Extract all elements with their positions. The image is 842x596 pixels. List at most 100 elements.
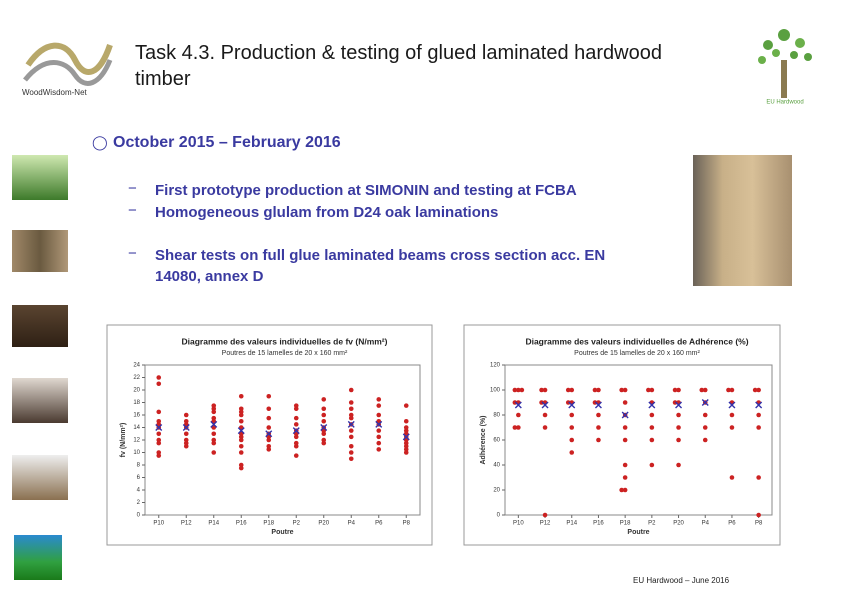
chart-subtitle: Poutres de 15 lamelles de 20 x 160 mm² bbox=[574, 350, 700, 357]
data-point bbox=[321, 440, 327, 446]
data-point bbox=[403, 418, 409, 424]
data-point bbox=[569, 450, 575, 455]
slide-title: Task 4.3. Production & testing of glued … bbox=[135, 42, 662, 90]
data-point bbox=[156, 409, 162, 415]
data-point bbox=[183, 412, 189, 418]
photo bbox=[12, 155, 68, 200]
logo-text: WoodWisdom-Net bbox=[22, 88, 88, 97]
footer: EU Hardwood – June 2016 bbox=[633, 576, 730, 585]
y-tick-label: 8 bbox=[137, 463, 141, 469]
data-point bbox=[702, 437, 708, 443]
data-point bbox=[376, 440, 382, 446]
mean-marker bbox=[514, 401, 522, 409]
data-point bbox=[293, 443, 299, 449]
mean-marker bbox=[237, 427, 245, 435]
data-point bbox=[676, 425, 681, 430]
data-point bbox=[569, 387, 575, 393]
mean-marker bbox=[728, 401, 736, 409]
x-axis-label: Poutre bbox=[627, 529, 649, 536]
data-point bbox=[756, 387, 761, 393]
y-tick-label: 120 bbox=[490, 363, 501, 369]
data-point bbox=[376, 428, 382, 433]
data-point bbox=[729, 475, 735, 480]
data-point bbox=[348, 415, 354, 421]
x-axis-label: Poutre bbox=[271, 529, 293, 536]
y-tick-label: 60 bbox=[493, 438, 500, 444]
data-point bbox=[619, 487, 624, 493]
data-point bbox=[596, 412, 601, 418]
data-point bbox=[156, 375, 162, 380]
x-tick-label: P6 bbox=[375, 521, 383, 527]
data-point bbox=[622, 475, 628, 480]
data-point bbox=[729, 412, 735, 418]
x-tick-label: P8 bbox=[755, 521, 763, 527]
data-point bbox=[542, 412, 548, 418]
data-point bbox=[542, 387, 548, 393]
data-point bbox=[646, 387, 651, 393]
mean-marker bbox=[155, 424, 163, 431]
data-point bbox=[403, 450, 409, 455]
data-point bbox=[676, 412, 681, 418]
data-point bbox=[596, 437, 601, 443]
data-point bbox=[649, 425, 655, 430]
data-point bbox=[622, 387, 628, 393]
data-point bbox=[266, 393, 272, 399]
y-tick-label: 20 bbox=[493, 488, 500, 494]
x-tick-label: P4 bbox=[348, 521, 356, 527]
data-point bbox=[756, 512, 761, 518]
data-point bbox=[321, 406, 327, 412]
data-point bbox=[516, 425, 521, 430]
y-tick-label: 16 bbox=[133, 413, 140, 419]
plot-area bbox=[504, 364, 773, 516]
data-point bbox=[726, 387, 731, 393]
mean-marker bbox=[648, 401, 656, 409]
y-axis-label: Adhérence (%) bbox=[480, 415, 487, 464]
x-tick-label: P20 bbox=[673, 521, 684, 527]
data-point bbox=[321, 412, 327, 418]
data-point bbox=[266, 447, 272, 452]
data-point bbox=[211, 409, 217, 415]
data-point bbox=[238, 393, 244, 399]
data-point bbox=[756, 475, 761, 480]
data-point bbox=[729, 425, 735, 430]
data-point bbox=[238, 450, 244, 455]
data-point bbox=[238, 412, 244, 418]
data-point bbox=[516, 412, 521, 418]
data-point bbox=[649, 437, 655, 443]
data-point bbox=[211, 440, 217, 446]
data-point bbox=[565, 387, 571, 393]
data-point bbox=[348, 434, 354, 440]
data-point bbox=[238, 465, 244, 471]
y-tick-label: 0 bbox=[497, 513, 501, 519]
photo bbox=[693, 155, 792, 286]
data-point bbox=[539, 400, 544, 405]
dash: − bbox=[128, 180, 137, 197]
data-point bbox=[156, 431, 162, 437]
y-tick-label: 40 bbox=[493, 463, 500, 469]
x-tick-label: P14 bbox=[208, 521, 219, 527]
data-point bbox=[672, 400, 678, 405]
data-point bbox=[211, 431, 217, 437]
data-point bbox=[156, 453, 162, 458]
sub-bullet: Homogeneous glulam from D24 oak laminati… bbox=[155, 204, 499, 221]
x-tick-label: P4 bbox=[702, 521, 710, 527]
data-point bbox=[596, 387, 601, 393]
x-tick-label: P14 bbox=[566, 521, 577, 527]
y-tick-label: 2 bbox=[137, 500, 141, 506]
data-point bbox=[729, 387, 735, 393]
data-point bbox=[512, 400, 518, 405]
y-tick-label: 100 bbox=[490, 388, 501, 394]
data-point bbox=[619, 387, 624, 393]
data-point bbox=[183, 431, 189, 437]
data-point bbox=[512, 425, 518, 430]
data-point bbox=[211, 450, 217, 455]
x-tick-label: P2 bbox=[648, 521, 656, 527]
data-point bbox=[266, 437, 272, 443]
data-point bbox=[516, 387, 521, 393]
mean-marker bbox=[320, 424, 328, 431]
data-point bbox=[702, 387, 708, 393]
data-point bbox=[592, 387, 598, 393]
data-point bbox=[752, 387, 758, 393]
dash: − bbox=[128, 202, 137, 219]
